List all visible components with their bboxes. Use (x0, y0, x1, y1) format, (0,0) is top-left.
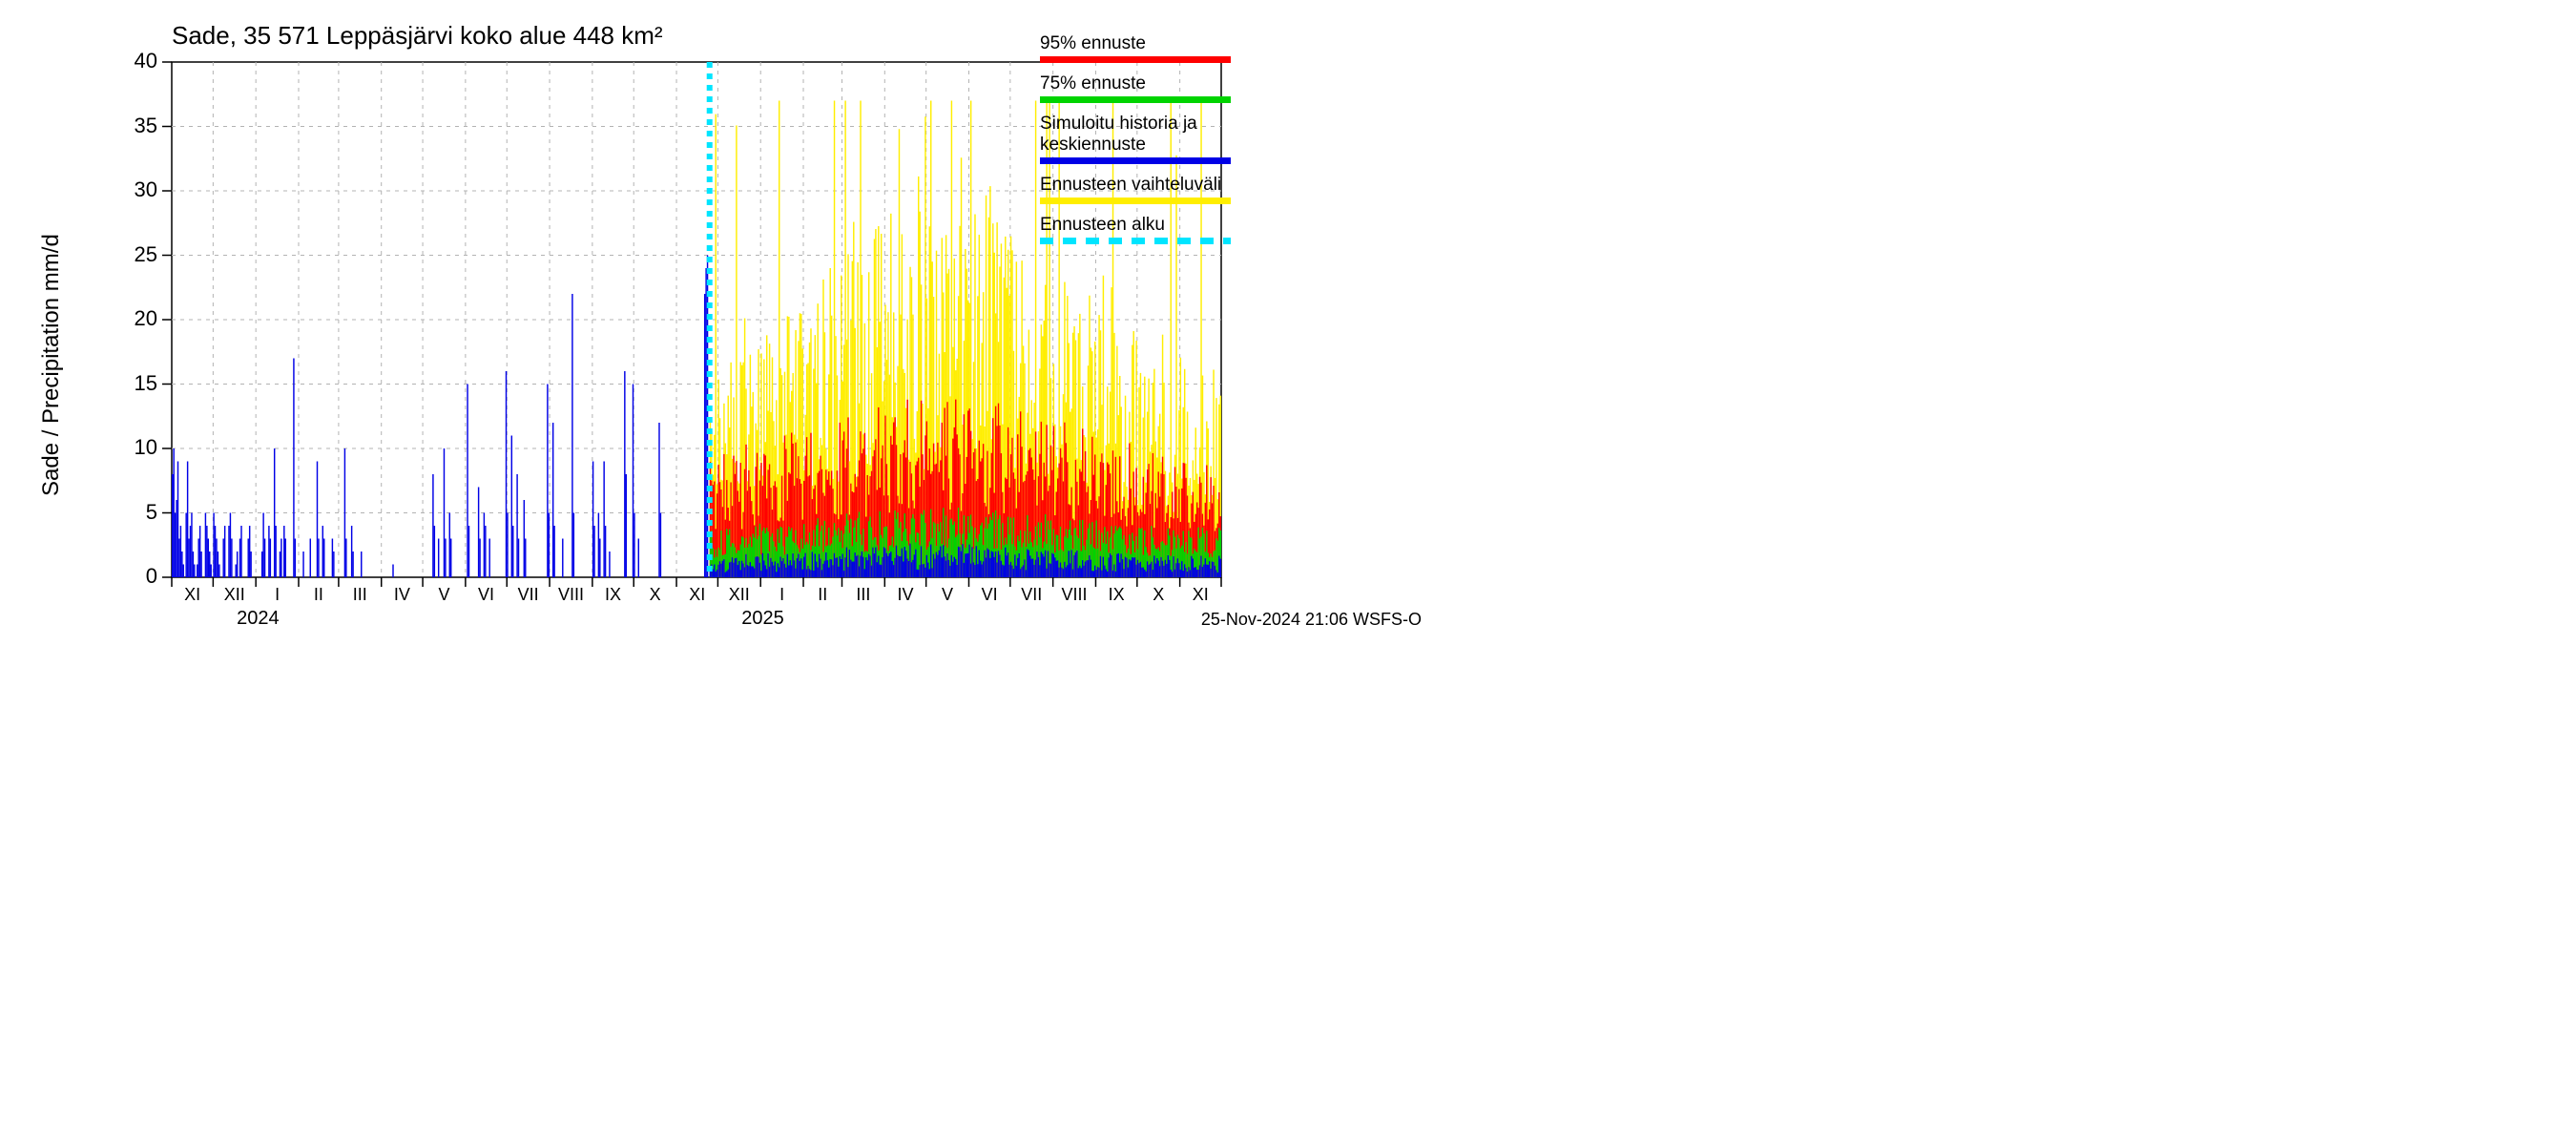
legend-swatch (1040, 238, 1231, 244)
x-year-label: 2025 (741, 608, 784, 630)
x-tick-month: XII (224, 585, 245, 605)
x-tick-month: III (353, 585, 367, 605)
legend-label: 75% ennuste (1040, 73, 1240, 94)
x-tick-month: VII (518, 585, 539, 605)
x-tick-month: X (1153, 585, 1164, 605)
x-tick-month: VIII (1062, 585, 1088, 605)
x-tick-month: VI (982, 585, 998, 605)
x-tick-month: III (856, 585, 870, 605)
x-tick-month: VII (1021, 585, 1042, 605)
y-tick-label: 35 (114, 114, 157, 138)
x-tick-month: XI (1193, 585, 1209, 605)
legend-swatch (1040, 157, 1231, 164)
x-tick-month: IV (394, 585, 410, 605)
footer-timestamp: 25-Nov-2024 21:06 WSFS-O (1201, 610, 1422, 630)
legend-label: Simuloitu historia jakeskiennuste (1040, 114, 1240, 156)
x-tick-month: V (942, 585, 953, 605)
chart-plot (0, 0, 1431, 635)
x-tick-month: VI (478, 585, 494, 605)
x-tick-month: IV (897, 585, 913, 605)
legend-label: Ennusteen alku (1040, 215, 1240, 236)
legend-swatch (1040, 198, 1231, 204)
x-tick-month: X (650, 585, 661, 605)
x-tick-month: II (314, 585, 323, 605)
y-tick-label: 0 (114, 564, 157, 589)
x-year-label: 2024 (237, 608, 280, 630)
y-tick-label: 25 (114, 242, 157, 267)
x-tick-month: XI (689, 585, 705, 605)
y-tick-label: 5 (114, 500, 157, 525)
y-tick-label: 10 (114, 435, 157, 460)
y-tick-label: 40 (114, 49, 157, 73)
legend-label: Ennusteen vaihteluväli (1040, 175, 1240, 196)
y-tick-label: 20 (114, 306, 157, 331)
legend-label: 95% ennuste (1040, 33, 1240, 54)
x-tick-month: IX (605, 585, 621, 605)
x-tick-month: II (818, 585, 827, 605)
x-tick-month: I (779, 585, 784, 605)
x-tick-month: VIII (558, 585, 584, 605)
x-tick-month: XII (729, 585, 750, 605)
x-tick-month: XI (184, 585, 200, 605)
x-tick-month: V (438, 585, 449, 605)
legend-swatch (1040, 96, 1231, 103)
x-tick-month: I (275, 585, 280, 605)
y-tick-label: 30 (114, 177, 157, 202)
x-tick-month: IX (1109, 585, 1125, 605)
legend-swatch (1040, 56, 1231, 63)
y-tick-label: 15 (114, 371, 157, 396)
